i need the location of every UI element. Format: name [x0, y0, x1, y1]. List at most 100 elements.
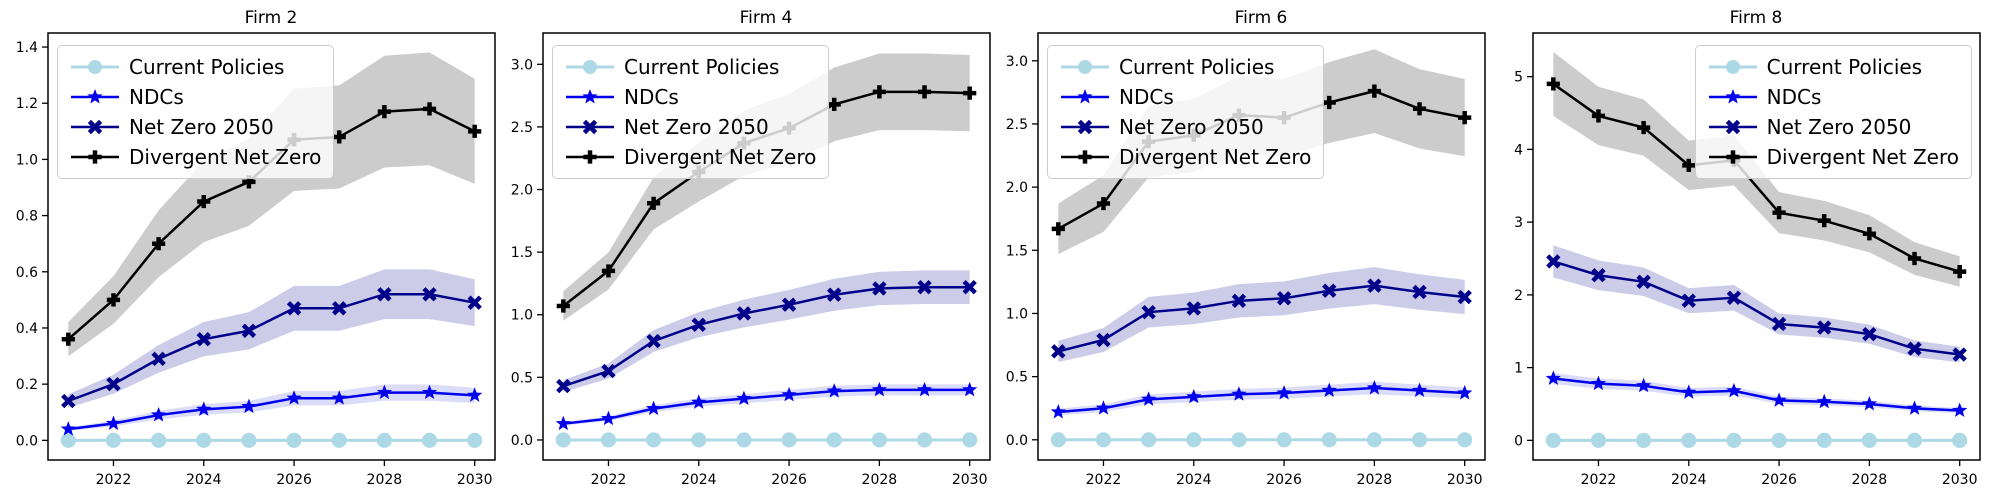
net-zero-2050-legend-marker-icon	[1061, 119, 1109, 135]
legend-label: Net Zero 2050	[624, 115, 769, 139]
current-policies-markers	[1545, 432, 1968, 448]
ndcs-line	[68, 391, 475, 431]
ndcs-band	[563, 384, 970, 426]
legend: Current Policies NDCs Net Zero 2050 Diverge…	[1047, 45, 1325, 179]
legend-item-current-policies: Current Policies	[1708, 52, 1959, 82]
chart-panel-firm-8: Firm 8 2022 2024 2026 2028 2030 0 1 2 3 4 5 Curren…	[1485, 0, 1985, 500]
series-lines	[67, 107, 476, 442]
y-tick-label: 1.2	[16, 96, 38, 112]
axes: 2022 2024 2026 2028 2030 0.0 0.2 0.4 0.6 0.8 1.0 1.…	[16, 32, 496, 488]
net-zero-2050-markers	[61, 287, 482, 409]
divergent-net-zero-legend-marker-icon	[566, 150, 614, 164]
legend: Current Policies NDCs Net Zero 2050 Diverge…	[552, 45, 830, 179]
y-tick-label: 1.0	[16, 152, 38, 168]
legend-label: Divergent Net Zero	[129, 145, 322, 169]
divergent-net-zero-markers	[61, 102, 482, 346]
legend-item-net-zero-2050: Net Zero 2050	[70, 112, 321, 142]
divergent-net-zero-legend-marker-icon	[1061, 150, 1109, 164]
ndcs-band	[1058, 381, 1465, 416]
ndcs-line	[563, 388, 970, 425]
y-tick-label: 0.0	[1006, 433, 1028, 449]
legend-item-current-policies: Current Policies	[1060, 52, 1311, 82]
firm-4-plot: Firm 4 2022 2024 2026 2028 20300.00.51.01.52…	[511, 8, 991, 488]
x-tick-label: 2022	[1086, 472, 1122, 488]
y-tick-label: 1	[1514, 361, 1523, 377]
legend-label: Divergent Net Zero	[1766, 145, 1959, 169]
y-tick-label: 1.0	[1006, 306, 1028, 322]
y-tick-label: 0.0	[16, 433, 38, 449]
y-tick-label: 2.5	[1006, 117, 1028, 133]
x-tick-label: 2024	[186, 472, 222, 488]
x-tick-label: 2028	[862, 472, 898, 488]
legend-label: Net Zero 2050	[1119, 115, 1264, 139]
x-tick-label: 2024	[1176, 472, 1212, 488]
ndcs-band	[68, 384, 475, 432]
legend-item-net-zero-2050: Net Zero 2050	[1708, 112, 1959, 142]
confidence-bands	[68, 52, 475, 432]
ndcs-markers	[1050, 379, 1473, 419]
net-zero-2050-markers	[1051, 278, 1472, 359]
y-tick-label: 0.2	[16, 377, 38, 393]
legend: Current Policies NDCs Net Zero 2050 Diverge…	[1694, 45, 1972, 179]
x-tick-label: 2024	[681, 472, 717, 488]
chart-title: Firm 8	[1730, 8, 1783, 28]
x-tick-label: 2024	[1671, 472, 1707, 488]
y-tick-label: 0.4	[16, 321, 38, 337]
legend-label: Current Policies	[1766, 55, 1923, 79]
net-zero-2050-band	[563, 270, 970, 393]
ndcs-legend-marker-icon	[1061, 89, 1109, 104]
legend: Current Policies NDCs Net Zero 2050 Diverge…	[57, 45, 335, 179]
x-tick-label: 2022	[591, 472, 627, 488]
ndcs-legend-marker-icon	[1708, 89, 1757, 104]
y-tick-label: 1.0	[511, 308, 533, 324]
y-tick-label: 2.0	[1006, 180, 1028, 196]
y-tick-label: 0.8	[16, 209, 38, 225]
y-tick-label: 5	[1514, 70, 1523, 86]
x-tick-label: 2026	[276, 472, 312, 488]
chart-title: Firm 6	[1235, 8, 1288, 28]
legend-label: Current Policies	[129, 55, 285, 79]
x-tick-label: 2026	[1266, 472, 1302, 488]
y-tick-label: 1.5	[511, 245, 533, 261]
x-tick-label: 2030	[952, 472, 988, 488]
series-markers	[1050, 84, 1473, 448]
legend-item-net-zero-2050: Net Zero 2050	[565, 112, 816, 142]
legend-item-current-policies: Current Policies	[565, 52, 816, 82]
x-tick-label: 2028	[367, 472, 403, 488]
net-zero-2050-band	[68, 269, 475, 408]
legend-label: Current Policies	[1119, 55, 1275, 79]
y-tick-label: 0.0	[511, 433, 533, 449]
series-markers	[1545, 77, 1968, 448]
legend-label: Net Zero 2050	[129, 115, 274, 139]
net-zero-2050-markers	[1546, 254, 1967, 362]
y-tick-label: 3	[1514, 215, 1523, 231]
y-tick-label: 2.0	[511, 183, 533, 199]
net-zero-2050-legend-marker-icon	[1708, 119, 1757, 135]
net-zero-2050-legend-marker-icon	[566, 119, 614, 135]
net-zero-2050-line	[1058, 284, 1465, 353]
legend-item-ndcs: NDCs	[1708, 82, 1959, 112]
x-tick-label: 2022	[96, 472, 132, 488]
legend-item-divergent-net-zero: Divergent Net Zero	[565, 142, 816, 172]
ndcs-line	[1553, 377, 1960, 412]
x-tick-label: 2028	[1852, 472, 1888, 488]
divergent-net-zero-band	[68, 52, 475, 357]
confidence-bands	[563, 53, 970, 426]
chart-panel-firm-4: Firm 4 2022 2024 2026 2028 2030 0.0 0.5 1.0 1.5 2…	[495, 0, 995, 500]
axes: 2022 2024 2026 2028 2030 0 1 2 3 4 5	[1514, 32, 1981, 488]
net-zero-2050-line	[562, 285, 970, 388]
y-tick-label: 4	[1514, 142, 1523, 158]
divergent-net-zero-band	[563, 53, 970, 321]
legend-label: Divergent Net Zero	[624, 145, 817, 169]
net-zero-2050-band	[1058, 267, 1465, 362]
ndcs-markers	[555, 381, 978, 431]
legend-label: NDCs	[624, 85, 679, 109]
legend-item-ndcs: NDCs	[565, 82, 816, 112]
legend-label: NDCs	[1766, 85, 1822, 109]
x-tick-label: 2026	[771, 472, 807, 488]
divergent-net-zero-legend-marker-icon	[1708, 150, 1757, 164]
y-tick-label: 2	[1514, 288, 1523, 304]
series-markers	[555, 85, 978, 448]
legend-item-divergent-net-zero: Divergent Net Zero	[70, 142, 321, 172]
